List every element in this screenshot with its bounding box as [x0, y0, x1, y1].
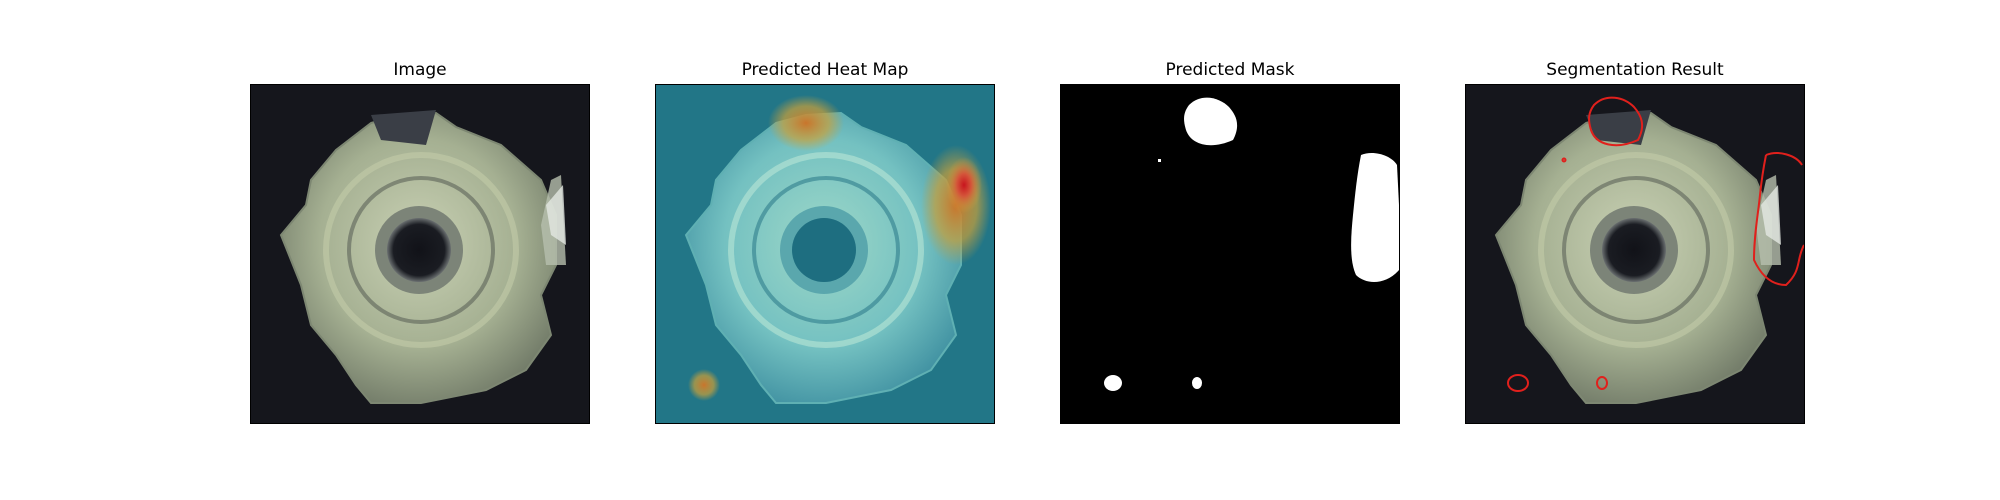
mask-blob-top [1184, 97, 1238, 146]
mask-speck [1158, 159, 1161, 162]
contour-bottom [1596, 376, 1608, 390]
mask-frame [1060, 84, 1400, 424]
segmentation-image [1466, 85, 1804, 423]
contour-speck [1561, 157, 1567, 163]
heatmap-frame [655, 84, 995, 424]
mask-blob-right [1351, 153, 1399, 282]
input-image [251, 85, 589, 423]
mask-blob-bottom [1192, 377, 1202, 389]
image-title: Image [393, 60, 447, 80]
heat-map-image [656, 85, 994, 423]
contour-top [1588, 96, 1644, 147]
segmentation-title: Segmentation Result [1546, 60, 1724, 80]
segmentation-frame [1465, 84, 1805, 424]
mask-title: Predicted Mask [1165, 60, 1295, 80]
mask-blob-bottom-left [1104, 375, 1122, 391]
contour-right [1752, 152, 1804, 287]
heatmap-title: Predicted Heat Map [741, 60, 909, 80]
image-frame [250, 84, 590, 424]
mask-image [1061, 85, 1399, 423]
contour-bottom-left [1507, 374, 1529, 392]
